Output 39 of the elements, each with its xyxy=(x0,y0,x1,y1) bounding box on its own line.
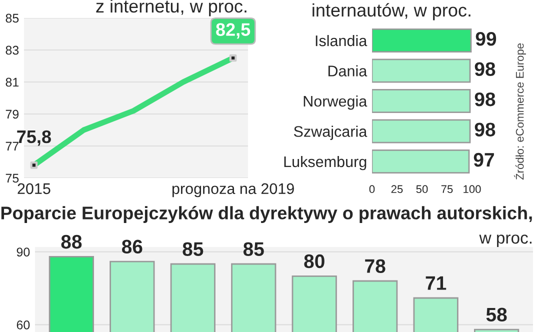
data-label: 98 xyxy=(474,122,496,136)
y-tick-label: 60 xyxy=(16,320,30,330)
x-tick-label: 2015 xyxy=(18,183,50,194)
y-tick-label: 83 xyxy=(6,46,19,55)
y-tick-label: 85 xyxy=(6,14,19,23)
y-tick-label: Luksemburg xyxy=(284,156,366,170)
data-label: 78 xyxy=(365,259,386,273)
data-label: 85 xyxy=(243,242,264,256)
data-label: 71 xyxy=(426,276,446,290)
data-label: 82,5 xyxy=(216,23,250,39)
data-label: 88 xyxy=(61,234,82,249)
data-label: 75,8 xyxy=(17,130,51,146)
x-tick-label: 0 xyxy=(369,185,375,194)
data-label: 58 xyxy=(486,308,507,322)
data-label: 86 xyxy=(122,240,142,254)
y-tick-label: Dania xyxy=(328,65,368,76)
data-label: 80 xyxy=(304,254,324,268)
y-tick-label: 90 xyxy=(16,248,30,257)
data-label: 98 xyxy=(474,92,496,106)
data-label: 99 xyxy=(476,32,496,46)
y-tick-label: 81 xyxy=(6,78,19,87)
data-label: 85 xyxy=(182,242,204,256)
y-tick-label: 75 xyxy=(6,174,19,183)
x-tick-label: 100 xyxy=(464,185,481,194)
x-tick-label: 75 xyxy=(441,185,453,194)
y-tick-label: Szwajcaria xyxy=(294,126,368,140)
y-tick-label: 79 xyxy=(6,110,19,119)
text: Źródło: eCommerce Europe xyxy=(514,43,526,180)
data-label: 98 xyxy=(474,62,496,76)
chart-title: Poparcie Europejczyków dla dyrektywy o prawach autorskich, xyxy=(1,206,532,223)
chart-title: internautów, w proc. xyxy=(312,3,470,20)
x-tick-label: 25 xyxy=(391,185,403,194)
data-label: 97 xyxy=(474,152,494,167)
chart-subtitle: w proc. xyxy=(479,234,532,247)
x-tick-label: 50 xyxy=(416,185,428,194)
x-tick-label: prognoza na 2019 xyxy=(172,183,294,198)
y-tick-label: 77 xyxy=(6,142,19,151)
y-tick-label: Islandia xyxy=(316,34,368,46)
y-tick-label: Norwegia xyxy=(304,95,368,110)
